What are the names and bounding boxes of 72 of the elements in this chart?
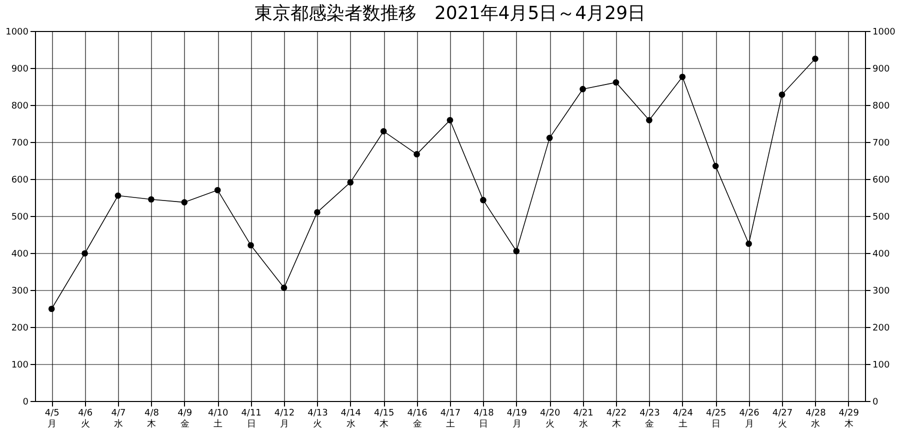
y-tick-label: 800 bbox=[11, 102, 29, 112]
point bbox=[181, 199, 188, 206]
point bbox=[148, 196, 154, 203]
chart-title: 東京都感染者数推移 2021年4月5日～4月29日 bbox=[254, 3, 646, 24]
x-tick-label: 4/9 金 bbox=[178, 408, 192, 430]
x-tick-label: 4/22 木 bbox=[606, 408, 627, 430]
x-tick-label: 4/20 火 bbox=[540, 408, 560, 430]
point bbox=[679, 74, 686, 80]
y2-tick-label: 200 bbox=[872, 324, 890, 334]
point bbox=[612, 79, 620, 86]
point bbox=[712, 162, 719, 170]
x-tick-label: 4/13 火 bbox=[308, 408, 328, 430]
point bbox=[414, 151, 420, 158]
x-tick-label: 4/17 土 bbox=[440, 408, 461, 430]
x-tick-label: 4/16 金 bbox=[407, 408, 428, 430]
y2-tick-label: 900 bbox=[872, 64, 890, 74]
point bbox=[480, 196, 486, 204]
point bbox=[546, 134, 553, 142]
x-tick-label: 4/12 月 bbox=[274, 408, 295, 430]
point bbox=[812, 56, 818, 62]
x-tick-label: 4/8 木 bbox=[144, 408, 160, 430]
y2-tick-label: 800 bbox=[872, 102, 890, 112]
x-tick-label: 4/15 木 bbox=[374, 408, 394, 430]
x-tick-label: 4/28 水 bbox=[806, 408, 826, 430]
point bbox=[513, 248, 520, 254]
y2-tick-label: 700 bbox=[872, 138, 890, 148]
x-tick-label: 4/5 月 bbox=[44, 408, 60, 430]
y2-tick-label: 100 bbox=[872, 360, 890, 370]
x-tick-label: 4/11 日 bbox=[241, 408, 262, 430]
point bbox=[347, 179, 354, 186]
y2-tick-label: 400 bbox=[872, 250, 890, 260]
y-tick-label: 600 bbox=[11, 176, 29, 186]
y2-tick-label: 0 bbox=[872, 398, 878, 408]
y2-tick-label: 500 bbox=[872, 212, 890, 222]
y-tick-label: 700 bbox=[11, 138, 29, 148]
y-tick-label: 0 bbox=[22, 398, 29, 408]
y-tick-label: 900 bbox=[11, 64, 29, 74]
point bbox=[214, 186, 221, 194]
point bbox=[48, 306, 55, 312]
x-tick-label: 4/29 木 bbox=[838, 408, 860, 430]
y2-tick-label: 600 bbox=[872, 176, 890, 186]
point bbox=[646, 117, 652, 124]
x-tick-label: 4/6 火 bbox=[78, 408, 93, 430]
x-tick-label: 4/25 日 bbox=[706, 408, 726, 430]
y-tick-label: 300 bbox=[11, 286, 29, 296]
point bbox=[248, 242, 254, 248]
y-tick-label: 100 bbox=[11, 360, 29, 370]
x-tick-label: 4/24 土 bbox=[672, 408, 694, 430]
point bbox=[280, 284, 288, 291]
point bbox=[314, 209, 320, 216]
x-tick-label: 4/14 水 bbox=[340, 408, 362, 430]
point bbox=[114, 192, 122, 199]
x-tick-label: 4/19 月 bbox=[506, 408, 528, 430]
point bbox=[778, 91, 786, 98]
y-tick-label: 400 bbox=[11, 250, 29, 260]
x-tick-label: 4/27 火 bbox=[772, 408, 793, 430]
point bbox=[746, 240, 752, 247]
y2-tick-label: 300 bbox=[872, 286, 890, 296]
point bbox=[446, 117, 454, 124]
x-tick-label: 4/23 金 bbox=[640, 408, 660, 430]
x-tick-label: 4/21 水 bbox=[573, 408, 594, 430]
x-tick-label: 4/7 水 bbox=[111, 408, 126, 430]
y2-tick-label: 1000 bbox=[872, 28, 896, 38]
x-tick-label: 4/18 日 bbox=[474, 408, 494, 430]
y-tick-label: 1000 bbox=[6, 28, 29, 38]
y-tick-label: 200 bbox=[11, 324, 29, 334]
x-tick-label: 4/26 月 bbox=[739, 408, 760, 430]
point bbox=[380, 128, 387, 134]
point bbox=[82, 250, 88, 257]
x-tick-label: 4/10 土 bbox=[208, 408, 228, 430]
point bbox=[580, 86, 586, 92]
y-tick-label: 500 bbox=[11, 212, 29, 222]
